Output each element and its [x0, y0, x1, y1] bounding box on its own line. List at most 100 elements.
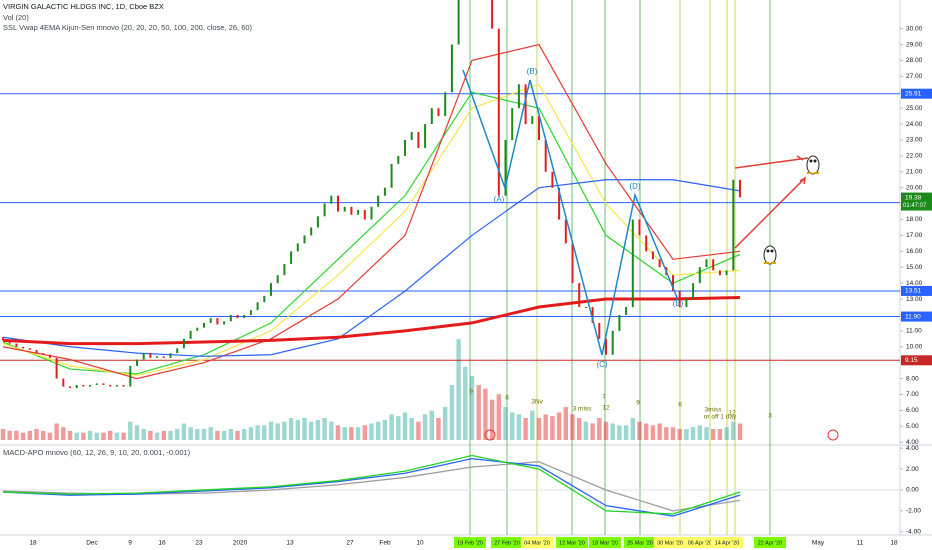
price-bar — [35, 349, 38, 354]
legend: Vol (20) — [3, 13, 29, 22]
price-bar — [115, 384, 118, 387]
annotation: 12 — [728, 410, 736, 417]
volume-bar — [0, 429, 6, 440]
volume-bar — [496, 394, 501, 440]
price-bar — [631, 219, 634, 308]
volume-bar — [597, 418, 602, 440]
volume-bar — [583, 421, 589, 440]
price-bar — [28, 348, 31, 350]
y-tick-label: 15.00 — [906, 264, 923, 271]
volume-bar — [550, 416, 555, 440]
wave-path — [462, 69, 679, 356]
volume-bar — [563, 407, 568, 440]
price-tag — [901, 192, 932, 211]
volume-bar — [456, 339, 461, 440]
volume-bar — [215, 430, 220, 440]
volume-bar — [396, 416, 401, 440]
volume-bar — [282, 421, 287, 440]
y-tick-label: 14.00 — [906, 280, 923, 287]
y-tick-label: 10.00 — [906, 343, 923, 350]
volume-bar — [590, 423, 595, 440]
chart-title: VIRGIN GALACTIC HLDGS INC, 1D, Cboe BZX — [3, 2, 164, 11]
volume-bar — [87, 430, 93, 440]
y-tick-label: 29.00 — [906, 41, 923, 48]
volume-bar — [677, 429, 682, 440]
wave-label: (E) — [673, 299, 684, 308]
volume-bar — [335, 425, 341, 440]
price-bar — [196, 327, 199, 331]
volume-bar — [382, 419, 388, 440]
price-bar — [383, 187, 386, 196]
y-tick-label: 0.00 — [906, 487, 919, 494]
volume-bar — [355, 427, 361, 440]
price-bar — [129, 365, 132, 387]
date-tag-label: 06 Apr '20 — [688, 540, 713, 546]
macd-line — [2, 457, 741, 517]
volume-bar — [704, 427, 709, 440]
volume-bar — [510, 412, 515, 440]
price-bar — [705, 259, 708, 268]
volume-bar — [108, 430, 113, 440]
y-tick-label: 22.00 — [906, 153, 923, 160]
x-tick-label: 11 — [857, 540, 864, 547]
volume-bar — [54, 423, 59, 440]
price-bar — [370, 206, 373, 220]
volume-bar — [81, 432, 86, 440]
price-bar — [122, 384, 125, 387]
volume-bar — [255, 425, 260, 440]
volume-bar — [228, 429, 233, 440]
price-bar — [15, 343, 18, 347]
wave-label: (D) — [629, 182, 640, 191]
price-bar — [685, 299, 688, 308]
moving-average — [2, 91, 741, 375]
price-bar — [330, 195, 333, 204]
volume-bar — [128, 421, 133, 440]
date-tag-label: 18 Mar '20 — [592, 540, 618, 546]
price-bar — [149, 353, 152, 358]
price-pane — [0, 0, 900, 440]
volume-bar — [235, 430, 240, 440]
price-bar — [216, 318, 219, 325]
price-bar — [417, 132, 420, 148]
volume-bar — [181, 423, 187, 440]
volume-bar — [114, 432, 120, 440]
date-tag-label: 25 Mar '20 — [627, 540, 653, 546]
volume-bar — [409, 418, 414, 440]
volume-bar — [536, 418, 542, 440]
price-bar — [229, 314, 232, 322]
price-bar — [55, 357, 58, 379]
price-bar — [651, 251, 654, 260]
price-bar — [169, 353, 172, 358]
volume-bar — [20, 432, 26, 440]
price-bar — [551, 171, 554, 188]
wave-label: (B) — [527, 67, 538, 76]
price-tag-label: 19.38 — [905, 194, 922, 201]
price-bar — [517, 84, 520, 109]
volume-bar — [657, 423, 662, 440]
volume-bar — [630, 418, 635, 440]
volume-bar — [242, 429, 247, 440]
y-tick-label: 18.00 — [906, 216, 923, 223]
volume-bar — [650, 425, 656, 440]
y-tick-label: 17.00 — [906, 232, 923, 239]
volume-bar — [443, 407, 448, 440]
wave-label: (A) — [494, 195, 505, 204]
price-bar — [390, 163, 393, 188]
annotation: or off 1 day — [704, 414, 737, 421]
volume-bar — [221, 430, 227, 440]
price-bar — [404, 139, 406, 156]
volume-bar — [41, 430, 46, 440]
x-tick-label: 2020 — [233, 540, 248, 547]
volume-bar — [248, 427, 254, 440]
price-bar — [243, 314, 246, 319]
volume-bar — [275, 423, 280, 440]
price-bar — [310, 227, 313, 236]
volume-bar — [449, 385, 455, 440]
price-bar — [571, 243, 574, 284]
price-bar — [337, 195, 339, 212]
annotation: 3 — [768, 413, 772, 420]
annotation: 6 — [678, 402, 682, 409]
date-tag-label: 22 Apr '20 — [758, 540, 783, 546]
date-tag-label: 14 Apr '20 — [715, 540, 740, 546]
